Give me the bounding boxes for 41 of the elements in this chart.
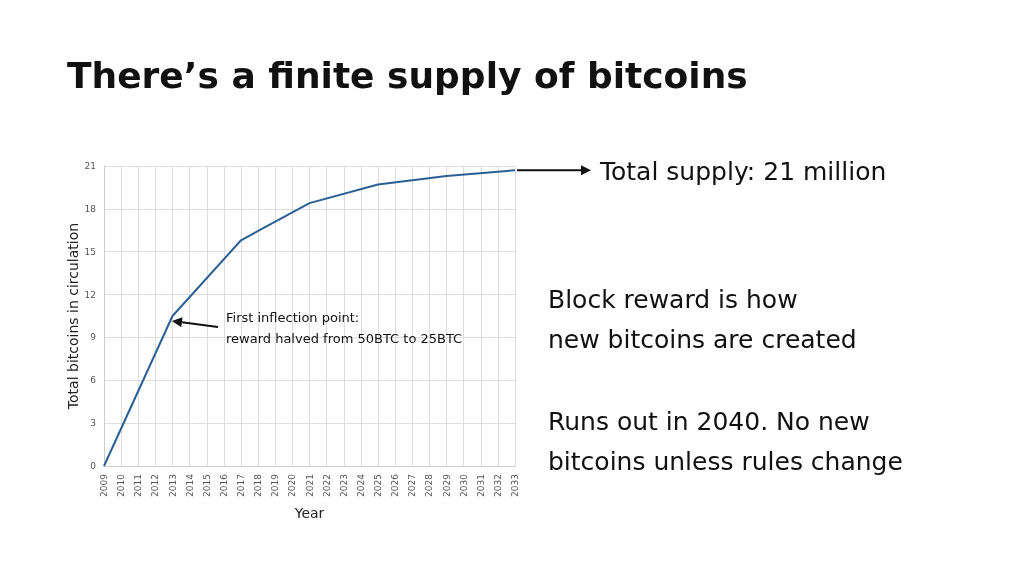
- x-tick-label: 2017: [236, 474, 246, 497]
- line-series: [103, 169, 516, 467]
- y-axis-title: Total bitcoins in circulation: [65, 222, 81, 411]
- y-tick-label: 15: [84, 246, 96, 257]
- x-tick-label: 2033: [510, 474, 520, 497]
- annotation: Total supply: 21 million: [600, 156, 887, 189]
- text: Runs out in 2040. No new bitcoins unless rules change: [548, 406, 903, 478]
- x-tick-label: 2031: [475, 474, 486, 497]
- annotation: First inflection point: reward halved from 50BTC to 25BTC: [226, 309, 463, 348]
- x-tick-label: 2013: [167, 474, 178, 497]
- x-tick-label: 2014: [184, 473, 195, 497]
- x-tick-label: 2023: [338, 474, 349, 497]
- y-tick-label: 12: [84, 289, 96, 300]
- text: Block reward is how new bitcoins are created: [548, 284, 857, 356]
- x-tick-label: 2021: [304, 474, 315, 497]
- x-tick-label: 2009: [99, 473, 109, 497]
- x-tick-label: 2022: [321, 474, 332, 497]
- x-tick-label: 2010: [116, 473, 127, 497]
- x-tick-label: 2027: [407, 474, 418, 497]
- x-tick-label: 2015: [201, 474, 212, 497]
- x-tick-label: 2020: [287, 473, 298, 497]
- y-tick-label: 21: [84, 161, 96, 171]
- y-tick-label: 0: [90, 461, 97, 471]
- x-tick-label: 2030: [458, 473, 469, 497]
- y-tick-label: 3: [90, 418, 96, 429]
- x-tick-label: 2016: [218, 473, 229, 497]
- y-tick-label: 6: [90, 375, 97, 386]
- x-tick-label: 2012: [150, 474, 161, 497]
- y-tick-label: 18: [84, 203, 97, 214]
- y-tick-label: 9: [90, 332, 97, 343]
- x-tick-label: 2028: [424, 473, 435, 497]
- x-tick-label: 2024: [355, 473, 366, 497]
- x-tick-label: 2018: [253, 473, 264, 497]
- x-axis-title: Year: [293, 505, 325, 521]
- x-tick-label: 2026: [390, 473, 401, 497]
- chart-title: There’s a finite supply of bitcoins: [67, 54, 748, 96]
- x-tick-label: 2019: [270, 473, 281, 497]
- x-tick-label: 2011: [133, 474, 144, 497]
- x-tick-label: 2032: [492, 474, 503, 497]
- x-tick-label: 2029: [441, 473, 452, 497]
- x-tick-label: 2025: [373, 474, 383, 497]
